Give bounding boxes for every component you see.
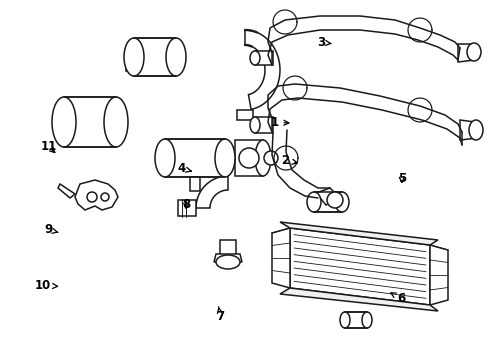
Polygon shape <box>64 97 116 147</box>
Polygon shape <box>75 180 118 210</box>
Polygon shape <box>314 192 342 212</box>
Ellipse shape <box>335 192 349 212</box>
Polygon shape <box>214 254 242 262</box>
Polygon shape <box>460 120 478 140</box>
Ellipse shape <box>362 312 372 328</box>
Text: 9: 9 <box>44 223 58 236</box>
Ellipse shape <box>101 193 109 201</box>
Ellipse shape <box>327 192 343 208</box>
Polygon shape <box>345 312 367 328</box>
Polygon shape <box>196 176 228 208</box>
Text: 1: 1 <box>270 116 289 129</box>
Text: 4: 4 <box>177 162 191 175</box>
Ellipse shape <box>250 117 260 133</box>
Ellipse shape <box>155 139 175 177</box>
Ellipse shape <box>124 38 144 76</box>
Text: 6: 6 <box>391 292 406 305</box>
Polygon shape <box>272 228 290 288</box>
Text: 3: 3 <box>317 36 331 49</box>
Polygon shape <box>134 38 176 76</box>
Polygon shape <box>178 200 196 216</box>
Ellipse shape <box>255 140 271 176</box>
Ellipse shape <box>264 151 278 165</box>
Ellipse shape <box>104 97 128 147</box>
Polygon shape <box>220 240 236 256</box>
Text: 11: 11 <box>41 140 57 153</box>
Polygon shape <box>126 61 134 71</box>
Ellipse shape <box>307 192 321 212</box>
Text: 2: 2 <box>281 154 297 167</box>
Ellipse shape <box>340 312 350 328</box>
Ellipse shape <box>87 192 97 202</box>
Polygon shape <box>430 245 448 305</box>
Ellipse shape <box>216 255 240 269</box>
Polygon shape <box>165 139 225 177</box>
Text: 8: 8 <box>182 198 190 211</box>
Text: 10: 10 <box>35 279 58 292</box>
Polygon shape <box>235 140 263 176</box>
Ellipse shape <box>467 43 481 61</box>
Ellipse shape <box>250 51 260 65</box>
Ellipse shape <box>52 97 76 147</box>
Polygon shape <box>280 288 438 311</box>
Polygon shape <box>245 30 280 109</box>
Text: 7: 7 <box>217 307 224 323</box>
Text: 5: 5 <box>398 172 406 185</box>
Polygon shape <box>280 222 438 245</box>
Polygon shape <box>58 184 75 198</box>
Polygon shape <box>237 110 253 120</box>
Polygon shape <box>255 51 273 65</box>
Ellipse shape <box>166 38 186 76</box>
Ellipse shape <box>215 139 235 177</box>
Polygon shape <box>255 117 273 133</box>
Ellipse shape <box>469 120 483 140</box>
Polygon shape <box>458 44 475 62</box>
Polygon shape <box>316 188 340 205</box>
Polygon shape <box>190 177 200 191</box>
Polygon shape <box>290 228 430 305</box>
Ellipse shape <box>239 148 259 168</box>
